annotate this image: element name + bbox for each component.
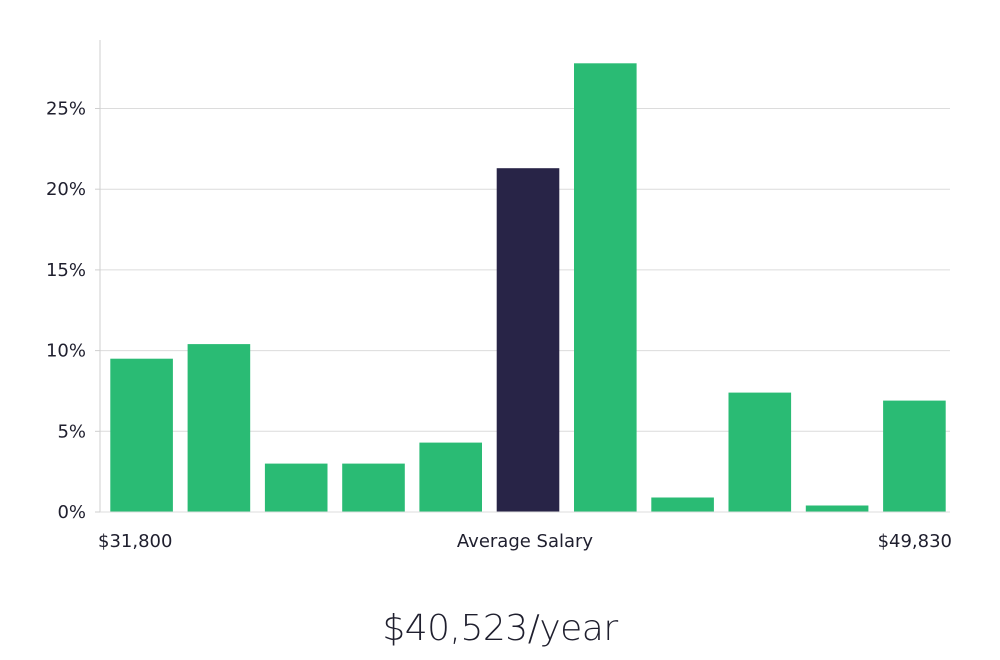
salary-histogram: 0%5%10%15%20%25% $31,800 Average Salary … <box>46 40 952 552</box>
x-max-label: $49,830 <box>878 531 952 552</box>
y-tick-label: 25% <box>46 99 86 120</box>
x-min-label: $31,800 <box>98 531 172 552</box>
y-tick-label: 15% <box>46 260 86 281</box>
bars <box>110 63 946 513</box>
bar[interactable] <box>264 463 328 512</box>
y-tick-label: 0% <box>57 502 86 523</box>
y-tick-label: 5% <box>57 421 86 442</box>
average-salary-value: $40,523/year <box>382 608 618 649</box>
bar[interactable] <box>574 63 637 513</box>
bar[interactable] <box>651 497 714 513</box>
x-axis-title: Average Salary <box>457 531 594 552</box>
y-tick-label: 10% <box>46 341 86 362</box>
bar[interactable] <box>187 344 251 512</box>
bar[interactable] <box>342 463 405 512</box>
bar[interactable] <box>110 358 173 512</box>
axes <box>95 40 950 513</box>
bar-average-salary[interactable] <box>496 168 560 512</box>
bar[interactable] <box>728 392 792 512</box>
bar[interactable] <box>883 400 946 512</box>
y-tick-label: 20% <box>46 179 86 200</box>
y-tick-labels: 0% 5% 10% 15% 20% 25% <box>46 99 86 524</box>
bar[interactable] <box>419 442 482 512</box>
bar[interactable] <box>805 505 869 513</box>
